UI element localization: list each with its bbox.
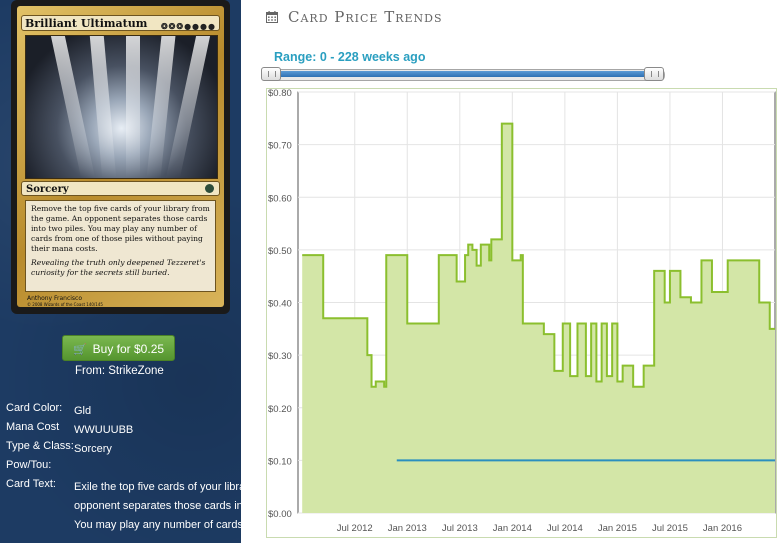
buy-vendor: From: StrikeZone [75,365,164,377]
range-label: Range: 0 - 228 weeks ago [274,50,426,64]
y-tick-label: $0.10 [268,456,292,467]
x-tick-label: Jul 2012 [337,523,373,534]
card-image[interactable]: Brilliant Ultimatum ❂❂❂●●●● Sorcery Remo… [11,0,230,314]
set-symbol-icon [205,184,214,193]
panel-title: Card Price Trends [288,8,443,26]
card-details: Card Color: Gld Mana Cost WWUUUBB Type &… [6,402,301,535]
mana-symbols: ❂❂❂●●●● [160,21,216,31]
card-sidebar: Brilliant Ultimatum ❂❂❂●●●● Sorcery Remo… [0,0,301,543]
y-tick-label: $0.60 [268,193,292,204]
series-line-0 [302,122,775,388]
x-tick-label: Jul 2014 [547,523,583,534]
slider-handle-end[interactable] [644,67,664,81]
y-tick-label: $0.00 [268,509,292,520]
y-tick-label: $0.70 [268,141,292,152]
card-frame: Brilliant Ultimatum ❂❂❂●●●● Sorcery Remo… [17,6,224,307]
card-type-text: Sorcery [26,184,69,195]
x-tick-label: Jul 2015 [652,523,688,534]
detail-label: Mana Cost [6,421,60,433]
card-name: Brilliant Ultimatum [25,17,148,30]
calendar-icon [266,11,278,23]
card-flavor-text: Revealing the truth only deepened Tezzer… [31,258,206,277]
card-type-line: Sorcery [21,181,220,196]
y-tick-label: $0.20 [268,404,292,415]
slider-range [274,71,656,77]
detail-type-class: Type & Class: Sorcery [6,440,236,459]
y-tick-label: $0.80 [268,88,292,99]
cart-icon: 🛒 [72,344,87,356]
x-tick-label: Jan 2014 [493,523,532,534]
detail-pow-tou: Pow/Tou: [6,459,236,478]
detail-value: WWUUUBB [74,424,134,436]
detail-value: Exile the top five cards of your library… [74,481,301,531]
y-tick-label: $0.40 [268,299,292,310]
detail-label: Type & Class: [6,440,74,452]
x-tick-label: Jan 2013 [388,523,427,534]
x-tick-label: Jan 2015 [598,523,637,534]
detail-value: Sorcery [74,443,112,455]
detail-label: Card Text: [6,478,56,490]
x-tick-label: Jan 2016 [703,523,742,534]
detail-value: Gld [74,405,92,417]
slider-handle-start[interactable] [261,67,281,81]
card-copyright: © 2008 Wizards of the Coast 140/145 [27,302,103,307]
price-chart: $0.00 $0.10 $0.20 $0.30 $0.40 $0.50 $0.60 $0.70… [266,88,777,538]
card-textbox: Remove the top five cards of your librar… [25,200,216,292]
x-tick-label: Jul 2013 [442,523,478,534]
card-rules-text: Remove the top five cards of your librar… [31,204,210,253]
detail-label: Pow/Tou: [6,459,52,471]
detail-card-text: Card Text: Exile the top five cards of y… [6,478,301,535]
buy-button-label: Buy for $0.25 [92,342,165,356]
detail-label: Card Color: [6,402,63,414]
detail-card-color: Card Color: Gld [6,402,236,421]
buy-button[interactable]: 🛒 Buy for $0.25 [62,335,175,361]
card-art [25,35,218,179]
detail-mana-cost: Mana Cost WWUUUBB [6,421,236,440]
series-area [302,123,775,513]
y-tick-label: $0.30 [268,351,292,362]
card-title-bar: Brilliant Ultimatum ❂❂❂●●●● [21,15,220,31]
range-slider[interactable] [261,67,665,81]
card-artist: Anthony Francisco [27,295,83,302]
y-tick-label: $0.50 [268,246,292,257]
